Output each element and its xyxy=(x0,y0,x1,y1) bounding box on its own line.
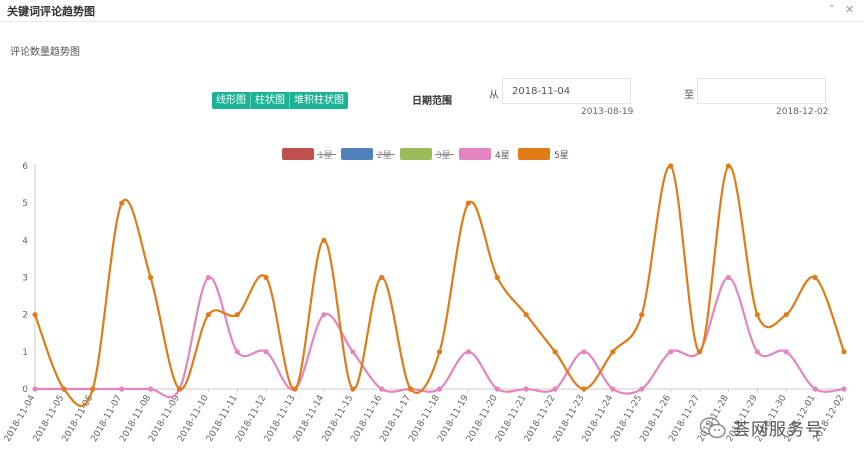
data-point xyxy=(61,386,67,392)
y-tick-label: 1 xyxy=(22,348,28,358)
y-tick-label: 2 xyxy=(22,311,28,321)
panel-title: 关键词评论趋势图 xyxy=(7,5,95,18)
chart-subtitle: 评论数量趋势图 xyxy=(10,47,80,58)
data-point xyxy=(350,349,356,355)
watermark: 荟网服务号 xyxy=(699,415,823,440)
line-chart-button[interactable]: 线形图 xyxy=(216,95,246,106)
data-point xyxy=(494,386,500,392)
data-point xyxy=(32,386,38,392)
series-line-4星 xyxy=(35,276,845,399)
wechat-icon xyxy=(699,416,726,438)
legend-swatch xyxy=(400,148,432,160)
data-point xyxy=(263,349,269,355)
legend-label: 2星 xyxy=(377,150,392,161)
start-date-hint: 2013-08-19 xyxy=(581,107,634,117)
to-label: 至 xyxy=(684,90,694,101)
data-point xyxy=(696,349,703,355)
data-point xyxy=(465,200,471,206)
data-point xyxy=(119,200,125,206)
data-point xyxy=(841,386,847,392)
data-point xyxy=(841,349,847,355)
data-point xyxy=(754,312,760,318)
watermark-text: 荟网服务号 xyxy=(733,420,823,440)
data-point xyxy=(523,312,529,318)
legend-label: 5星 xyxy=(554,150,569,161)
data-point xyxy=(379,386,385,392)
y-tick-label: 4 xyxy=(22,236,28,246)
y-tick-label: 5 xyxy=(22,199,28,209)
data-point xyxy=(436,386,443,392)
end-date-hint: 2018-12-02 xyxy=(776,107,829,117)
data-point xyxy=(552,349,558,355)
data-point xyxy=(234,349,240,355)
data-point xyxy=(581,386,587,392)
data-point xyxy=(725,274,732,281)
data-point xyxy=(436,349,443,355)
legend-swatch xyxy=(518,148,550,160)
legend-label: 4星 xyxy=(495,150,510,161)
data-point xyxy=(783,312,789,318)
date-range-label: 日期范围 xyxy=(412,96,452,107)
data-point xyxy=(668,349,674,355)
legend-label: 3星 xyxy=(436,150,451,161)
data-point xyxy=(90,386,96,392)
data-point xyxy=(292,386,298,392)
data-point xyxy=(639,312,645,318)
stacked-bar-chart-button[interactable]: 堆积柱状图 xyxy=(289,92,348,109)
data-point xyxy=(639,386,645,392)
data-point xyxy=(263,274,269,281)
data-point xyxy=(147,274,154,281)
data-point xyxy=(176,386,183,392)
data-point xyxy=(754,349,760,355)
legend-swatch xyxy=(459,148,491,160)
data-point xyxy=(812,386,818,392)
data-point xyxy=(119,386,125,392)
close-icon[interactable]: ✕ xyxy=(845,3,855,16)
data-point xyxy=(610,349,616,355)
start-date-input[interactable] xyxy=(502,78,631,104)
chart-type-switch: 线形图 柱状图 堆积柱状图 xyxy=(212,92,348,109)
legend-swatch xyxy=(282,148,314,160)
data-point xyxy=(465,349,471,355)
data-point xyxy=(668,163,674,169)
legend-swatch xyxy=(341,148,373,160)
data-point xyxy=(812,274,818,281)
data-point xyxy=(321,312,327,318)
data-point xyxy=(494,274,500,281)
data-point xyxy=(147,386,154,392)
data-point xyxy=(32,312,38,318)
data-point xyxy=(350,386,356,392)
bar-chart-button[interactable]: 柱状图 xyxy=(250,92,289,109)
data-point xyxy=(234,312,240,318)
data-point xyxy=(205,274,211,281)
data-point xyxy=(523,386,529,392)
data-point xyxy=(581,349,587,355)
y-tick-label: 0 xyxy=(22,385,28,395)
data-point xyxy=(379,274,385,281)
data-point xyxy=(552,386,558,392)
y-tick-label: 3 xyxy=(22,274,28,284)
data-point xyxy=(205,312,211,318)
data-point xyxy=(610,386,616,392)
panel-header: 关键词评论趋势图 ˄ ✕ xyxy=(0,0,864,22)
series-line-5星 xyxy=(33,164,846,407)
y-tick-label: 6 xyxy=(22,162,28,172)
data-point xyxy=(725,163,732,169)
data-point xyxy=(783,349,789,355)
data-point xyxy=(408,386,414,392)
from-label: 从 xyxy=(489,90,499,101)
end-date-input[interactable] xyxy=(697,78,826,104)
collapse-icon[interactable]: ˄ xyxy=(829,3,835,16)
data-point xyxy=(321,237,327,243)
trend-chart: 01234562018-11-042018-11-052018-11-06201… xyxy=(3,148,847,444)
legend-label: 1星 xyxy=(318,150,333,161)
